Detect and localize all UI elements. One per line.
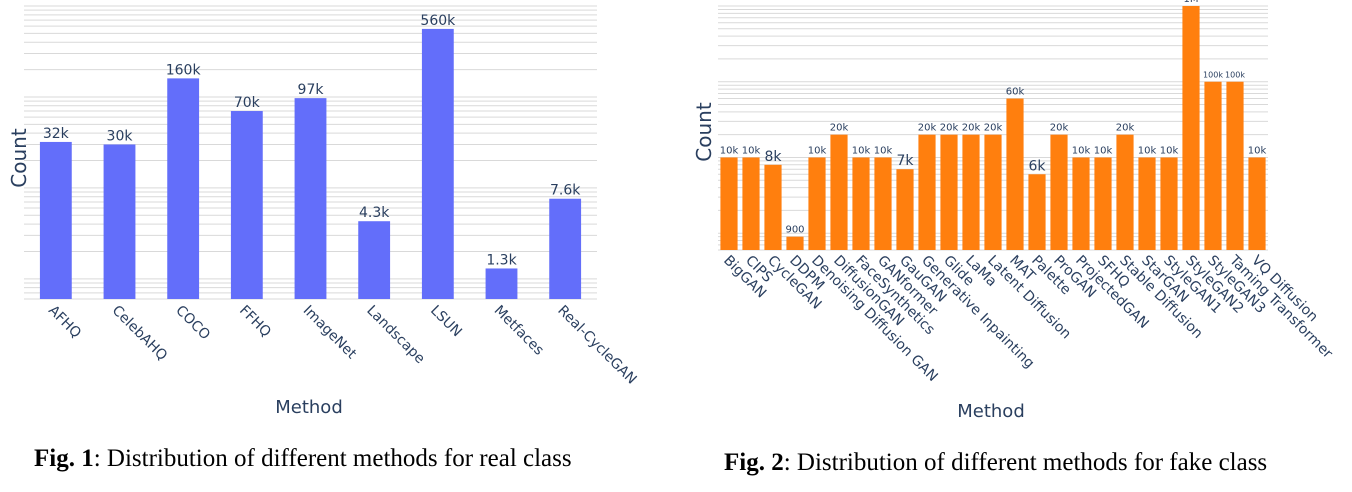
bar <box>1138 157 1156 250</box>
tick-label: FFHQ <box>236 303 274 341</box>
data-label: 4.3k <box>359 205 390 221</box>
bar <box>918 134 936 250</box>
data-label: 20k <box>962 123 981 134</box>
bar <box>874 157 892 250</box>
real-class-chart: 32k 30k 160k 70k 97k 4.3k 560k 1.3k 7.6k AFHQ Cel… <box>7 5 639 418</box>
bar <box>786 236 804 250</box>
bar <box>1094 157 1112 250</box>
data-label: 1M <box>1184 0 1199 5</box>
bar <box>1204 81 1222 251</box>
tick-label: AFHQ <box>45 303 84 342</box>
data-label: 70k <box>234 95 261 111</box>
data-label: 10k <box>808 145 827 156</box>
bar <box>485 268 518 299</box>
tick-label: CelebAHQ <box>109 303 170 364</box>
bar <box>421 28 454 299</box>
data-label: 30k <box>107 128 134 144</box>
data-label: 20k <box>918 123 937 134</box>
x-axis-title: Method <box>957 401 1025 422</box>
data-label: 20k <box>1116 123 1135 134</box>
data-label: 10k <box>742 145 761 156</box>
data-label: 32k <box>43 126 70 142</box>
bar <box>852 157 870 250</box>
bar <box>103 144 136 299</box>
data-label: 10k <box>852 145 871 156</box>
bar <box>1182 6 1200 250</box>
bar <box>830 134 848 250</box>
data-label: 10k <box>720 145 739 156</box>
tick-label: Metfaces <box>491 303 547 359</box>
data-label: 8k <box>764 149 782 165</box>
tick-label: LSUN <box>427 303 465 341</box>
bar <box>1116 134 1134 250</box>
data-label: 10k <box>1160 145 1179 156</box>
data-label: 20k <box>984 123 1003 134</box>
bar <box>39 141 72 299</box>
caption-text: : Distribution of different methods for … <box>93 445 572 472</box>
caption-prefix: Fig. 1 <box>34 445 94 472</box>
bar <box>1226 81 1244 251</box>
caption-prefix: Fig. 2 <box>724 449 784 476</box>
bar <box>962 134 980 250</box>
data-label: 100k <box>1225 71 1245 80</box>
bar <box>1160 157 1178 250</box>
bars <box>39 28 582 300</box>
data-label: 20k <box>940 123 959 134</box>
caption-text: : Distribution of different methods for … <box>783 449 1268 476</box>
y-axis-title: Count <box>7 128 31 188</box>
figure-2-caption: Fig. 2: Distribution of different method… <box>724 449 1267 477</box>
tick-label: COCO <box>172 303 213 344</box>
data-label: 97k <box>298 82 325 98</box>
data-label: 10k <box>874 145 893 156</box>
bar <box>808 157 826 250</box>
x-axis-title: Method <box>275 397 343 418</box>
bar <box>1028 174 1046 250</box>
data-label: 20k <box>1050 123 1069 134</box>
bar <box>984 134 1002 250</box>
bar <box>742 157 760 250</box>
bar <box>764 164 782 250</box>
data-labels: 32k 30k 160k 70k 97k 4.3k 560k 1.3k 7.6k <box>43 13 581 269</box>
data-label: 100k <box>1203 71 1223 80</box>
bar <box>1248 157 1266 250</box>
data-label: 10k <box>1094 145 1113 156</box>
data-label: 7k <box>896 153 914 169</box>
tick-label: Landscape <box>363 303 428 368</box>
bar <box>167 78 200 299</box>
bar <box>230 111 263 300</box>
bar <box>720 157 738 250</box>
bars <box>720 6 1266 251</box>
data-label: 6k <box>1028 158 1046 174</box>
data-label: 900 <box>785 225 804 236</box>
data-label: 60k <box>1006 87 1025 98</box>
tick-label: Real-CycleGAN <box>554 303 639 388</box>
tick-label: ImageNet <box>300 303 360 363</box>
bar <box>1050 134 1068 250</box>
data-label: 160k <box>166 62 202 78</box>
bar <box>896 169 914 250</box>
bar <box>940 134 958 250</box>
bar <box>358 221 391 299</box>
bar <box>549 198 582 299</box>
bar <box>1006 98 1024 250</box>
data-label: 560k <box>420 13 456 29</box>
data-label: 10k <box>1138 145 1157 156</box>
data-label: 10k <box>1248 145 1267 156</box>
figure-1-caption: Fig. 1: Distribution of different method… <box>34 445 572 473</box>
data-label: 1.3k <box>486 252 517 268</box>
data-label: 7.6k <box>550 183 581 199</box>
data-label: 10k <box>1072 145 1091 156</box>
data-label: 20k <box>830 123 849 134</box>
y-axis-title: Count <box>692 102 716 162</box>
bar <box>1072 157 1090 250</box>
bar <box>294 98 327 299</box>
tick-labels: AFHQ CelebAHQ COCO FFHQ ImageNet Landscape LSU… <box>45 303 639 388</box>
